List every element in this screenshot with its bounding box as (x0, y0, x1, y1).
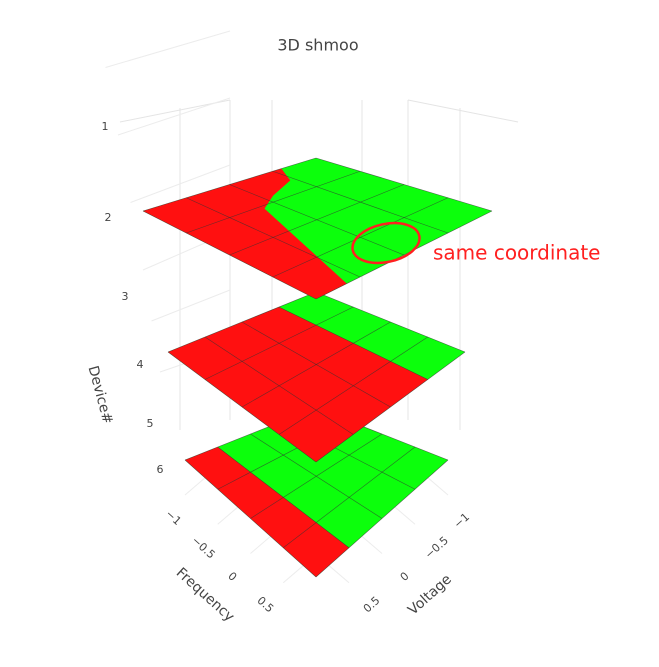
fail-region (168, 307, 428, 462)
y-tick-label: −1 (451, 510, 472, 531)
layer-grid-line (184, 459, 317, 578)
z-tick-label: 2 (105, 211, 112, 224)
layer-grid-line (315, 351, 466, 463)
annotation-circle (351, 221, 421, 265)
layer-grid-line (167, 351, 317, 463)
layer-grid-line (315, 210, 493, 300)
x-tick-label: −0.5 (189, 534, 218, 562)
x-tick-label: −1 (163, 507, 184, 528)
layer-grid-line (229, 184, 405, 256)
y-tick-label: −0.5 (422, 534, 451, 562)
annotation: same coordinate (433, 241, 601, 265)
layer-grid-line (241, 321, 391, 408)
layer-grid-line (217, 446, 350, 548)
z-tick-label: 3 (122, 290, 129, 303)
z-tick-label: 4 (137, 358, 144, 371)
y-axis-title: Voltage (405, 571, 455, 618)
layer-grid-line (283, 446, 416, 548)
layer-grid-line (315, 459, 449, 578)
y-tick-label: 0 (398, 569, 412, 583)
z-grid-line (151, 289, 231, 322)
x-tick-label: 0 (225, 569, 239, 583)
z-grid-line (117, 97, 231, 136)
z-grid-line (130, 164, 231, 203)
layer-grid-line (250, 433, 383, 519)
fail-region (185, 447, 349, 577)
layer-grid-line (278, 336, 428, 435)
pass-region (185, 408, 448, 577)
z-axis-title: Device# (85, 364, 116, 426)
chart-title: 3D shmoo (277, 36, 358, 55)
z-tick-label: 1 (102, 120, 109, 133)
layers (142, 157, 493, 578)
layer-grid-line (142, 210, 317, 300)
x-axis-title: Frequency (173, 565, 237, 625)
layer-grid-line (204, 336, 354, 435)
layer-grid-line (186, 197, 361, 278)
z-grid-line (105, 30, 231, 68)
layer-grid-line (272, 197, 449, 278)
y-tick-label: 0.5 (361, 594, 383, 615)
x-tick-label: 0.5 (254, 594, 276, 615)
z-tick-label: 5 (147, 417, 154, 430)
z-tick-label: 6 (157, 463, 164, 476)
